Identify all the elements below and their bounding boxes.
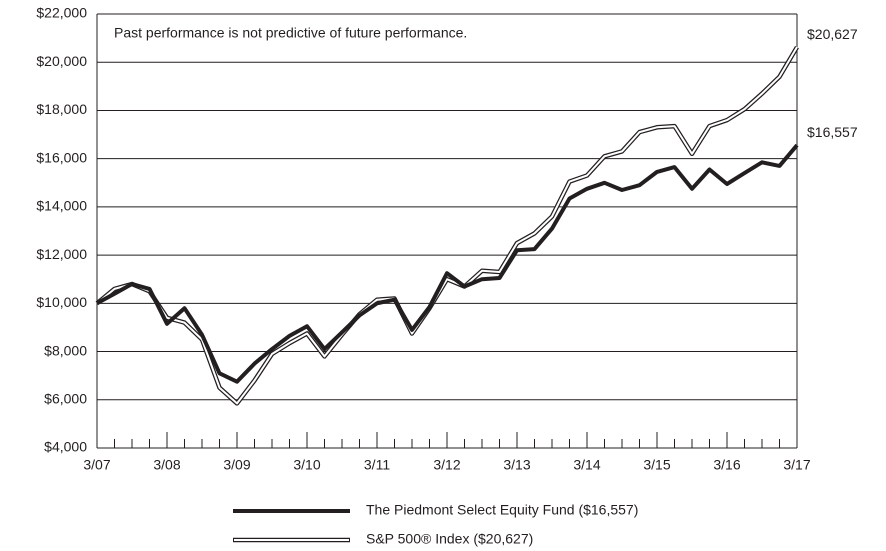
x-tick-label: 3/10 (293, 457, 320, 473)
y-tick-label: $18,000 (36, 101, 87, 117)
end-label: $20,627 (807, 26, 858, 42)
x-tick-label: 3/07 (83, 457, 110, 473)
y-tick-label: $14,000 (36, 198, 87, 214)
x-tick-label: 3/12 (433, 457, 460, 473)
x-tick-label: 3/11 (364, 457, 390, 473)
y-tick-label: $10,000 (36, 294, 87, 310)
x-tick-label: 3/13 (503, 457, 530, 473)
y-tick-label: $8,000 (44, 342, 87, 358)
x-tick-label: 3/16 (713, 457, 740, 473)
x-tick-label: 3/15 (643, 457, 670, 473)
y-tick-label: $16,000 (36, 149, 87, 165)
y-tick-label: $6,000 (44, 390, 87, 406)
y-tick-label: $12,000 (36, 246, 87, 262)
y-tick-label: $22,000 (36, 5, 87, 21)
end-label: $16,557 (807, 124, 858, 140)
legend-label: S&P 500® Index ($20,627) (366, 531, 533, 547)
x-tick-label: 3/14 (573, 457, 600, 473)
annotation: Past performance is not predictive of fu… (114, 25, 467, 41)
y-tick-label: $20,000 (36, 53, 87, 69)
x-tick-label: 3/08 (153, 457, 180, 473)
x-tick-label: 3/09 (223, 457, 250, 473)
series-line (95, 45, 799, 406)
series-line-inner (96, 46, 798, 405)
x-tick-label: 3/17 (783, 457, 810, 473)
series-line (96, 143, 799, 384)
y-tick-label: $4,000 (44, 439, 87, 455)
legend-label: The Piedmont Select Equity Fund ($16,557… (366, 502, 638, 518)
